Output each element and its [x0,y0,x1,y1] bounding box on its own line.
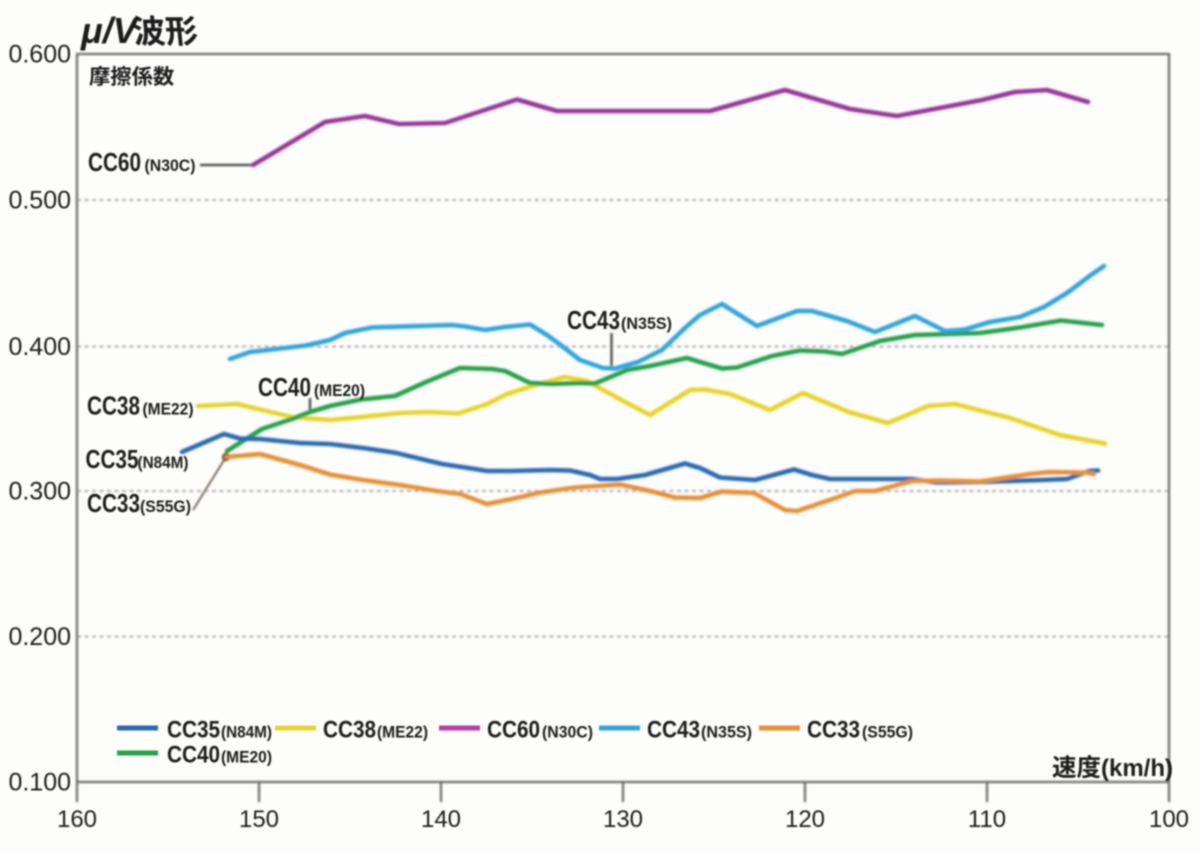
svg-text:CC60: CC60 [88,147,141,177]
svg-text:(km/h): (km/h) [1101,755,1173,782]
svg-text:μ/V: μ/V [80,10,140,51]
svg-text:CC40: CC40 [258,372,311,402]
svg-text:CC40: CC40 [167,742,220,769]
svg-text:(N84M): (N84M) [138,453,189,472]
svg-text:CC33: CC33 [87,488,140,518]
svg-text:160: 160 [57,806,97,833]
svg-text:CC43: CC43 [647,717,700,744]
svg-text:0.400: 0.400 [8,333,71,361]
svg-text:(ME20): (ME20) [221,749,272,767]
svg-text:(N30C): (N30C) [542,724,593,742]
svg-text:CC43: CC43 [567,305,620,335]
svg-text:CC33: CC33 [807,717,860,744]
svg-text:CC35: CC35 [86,444,139,474]
svg-text:0.200: 0.200 [8,623,71,651]
svg-text:140: 140 [421,806,461,833]
svg-text:(ME22): (ME22) [377,724,428,742]
svg-text:(N30C): (N30C) [145,156,196,175]
svg-text:0.100: 0.100 [8,769,71,797]
svg-text:(N35S): (N35S) [621,314,672,333]
svg-text:0.600: 0.600 [8,41,71,69]
svg-text:(ME22): (ME22) [143,400,194,419]
svg-text:(ME20): (ME20) [314,381,365,400]
svg-text:0.300: 0.300 [8,478,71,506]
svg-text:(S55G): (S55G) [862,724,913,742]
svg-text:(S55G): (S55G) [140,497,191,516]
svg-text:100: 100 [1149,806,1189,833]
svg-text:(N84M): (N84M) [221,724,272,742]
svg-text:150: 150 [239,806,279,833]
svg-text:120: 120 [785,806,825,833]
svg-text:CC60: CC60 [487,717,540,744]
svg-text:CC35: CC35 [167,717,220,744]
svg-text:0.500: 0.500 [8,187,71,215]
svg-text:CC38: CC38 [87,391,140,421]
svg-text:(N35S): (N35S) [701,724,752,742]
svg-text:110: 110 [968,806,1006,833]
svg-text:130: 130 [603,806,643,833]
svg-text:CC38: CC38 [323,717,376,744]
